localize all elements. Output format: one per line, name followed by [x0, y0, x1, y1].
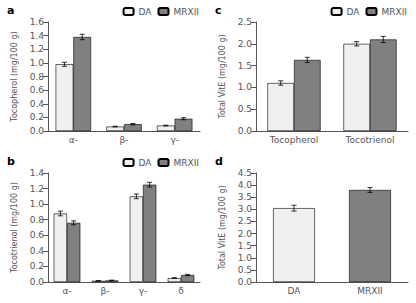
svg-text:Tocopherol (mg/100 g): Tocopherol (mg/100 g) — [10, 31, 19, 122]
svg-text:MRXII: MRXII — [174, 158, 200, 168]
svg-text:2.0: 2.0 — [238, 229, 253, 239]
svg-text:4.0: 4.0 — [238, 180, 253, 190]
svg-text:0.0: 0.0 — [238, 126, 253, 136]
svg-text:γ-: γ- — [170, 135, 179, 145]
svg-text:MRXII: MRXII — [174, 7, 200, 17]
svg-text:0.2: 0.2 — [30, 112, 44, 122]
svg-text:Total VitE (mg/100 g): Total VitE (mg/100 g) — [218, 34, 227, 119]
svg-text:1.0: 1.0 — [238, 253, 253, 263]
svg-text:0.5: 0.5 — [238, 104, 252, 114]
svg-text:Total VitE (mg/100 g): Total VitE (mg/100 g) — [218, 185, 227, 270]
svg-text:DA: DA — [139, 158, 153, 168]
svg-text:3.0: 3.0 — [238, 204, 253, 214]
svg-text:0.0: 0.0 — [30, 126, 45, 136]
svg-text:Tocopherol: Tocopherol — [269, 135, 318, 145]
svg-text:1.6: 1.6 — [30, 17, 45, 27]
svg-text:0.0: 0.0 — [30, 277, 45, 287]
svg-text:DA: DA — [288, 286, 302, 296]
svg-text:DA: DA — [139, 7, 153, 17]
svg-text:β-: β- — [101, 286, 110, 296]
svg-text:2.0: 2.0 — [238, 39, 253, 49]
svg-text:0.4: 0.4 — [30, 246, 45, 256]
svg-text:0.0: 0.0 — [238, 277, 253, 287]
svg-text:d: d — [215, 155, 223, 168]
svg-text:1.0: 1.0 — [30, 199, 45, 209]
svg-text:1.4: 1.4 — [30, 31, 45, 41]
svg-text:MRXII: MRXII — [357, 286, 383, 296]
svg-text:1.5: 1.5 — [238, 61, 252, 71]
svg-text:1.2: 1.2 — [30, 184, 44, 194]
svg-text:1.0: 1.0 — [30, 58, 45, 68]
svg-text:1.5: 1.5 — [238, 241, 252, 251]
svg-text:0.8: 0.8 — [30, 215, 45, 225]
svg-text:a: a — [7, 4, 14, 17]
svg-text:0.8: 0.8 — [30, 72, 45, 82]
svg-text:β-: β- — [120, 135, 129, 145]
svg-text:Tocotrienol: Tocotrienol — [345, 135, 395, 145]
svg-text:0.4: 0.4 — [30, 99, 45, 109]
svg-text:c: c — [215, 4, 222, 17]
svg-text:1.4: 1.4 — [30, 168, 45, 178]
svg-text:α-: α- — [62, 286, 71, 296]
svg-text:2.5: 2.5 — [238, 17, 252, 27]
svg-text:MRXII: MRXII — [382, 7, 408, 17]
svg-text:4.5: 4.5 — [238, 168, 252, 178]
svg-text:γ-: γ- — [139, 286, 148, 296]
svg-text:0.5: 0.5 — [238, 265, 252, 275]
svg-text:0.2: 0.2 — [30, 261, 44, 271]
svg-text:2.5: 2.5 — [238, 216, 252, 226]
svg-text:b: b — [7, 155, 15, 168]
svg-text:1.2: 1.2 — [30, 44, 44, 54]
svg-text:α-: α- — [69, 135, 78, 145]
svg-text:0.6: 0.6 — [30, 85, 45, 95]
svg-text:1.0: 1.0 — [238, 82, 253, 92]
svg-text:0.6: 0.6 — [30, 230, 45, 240]
svg-text:3.5: 3.5 — [238, 192, 252, 202]
svg-text:DA: DA — [347, 7, 361, 17]
svg-text:δ: δ — [178, 286, 184, 296]
svg-text:Tocotrienol (mg/100 g): Tocotrienol (mg/100 g) — [10, 182, 19, 274]
